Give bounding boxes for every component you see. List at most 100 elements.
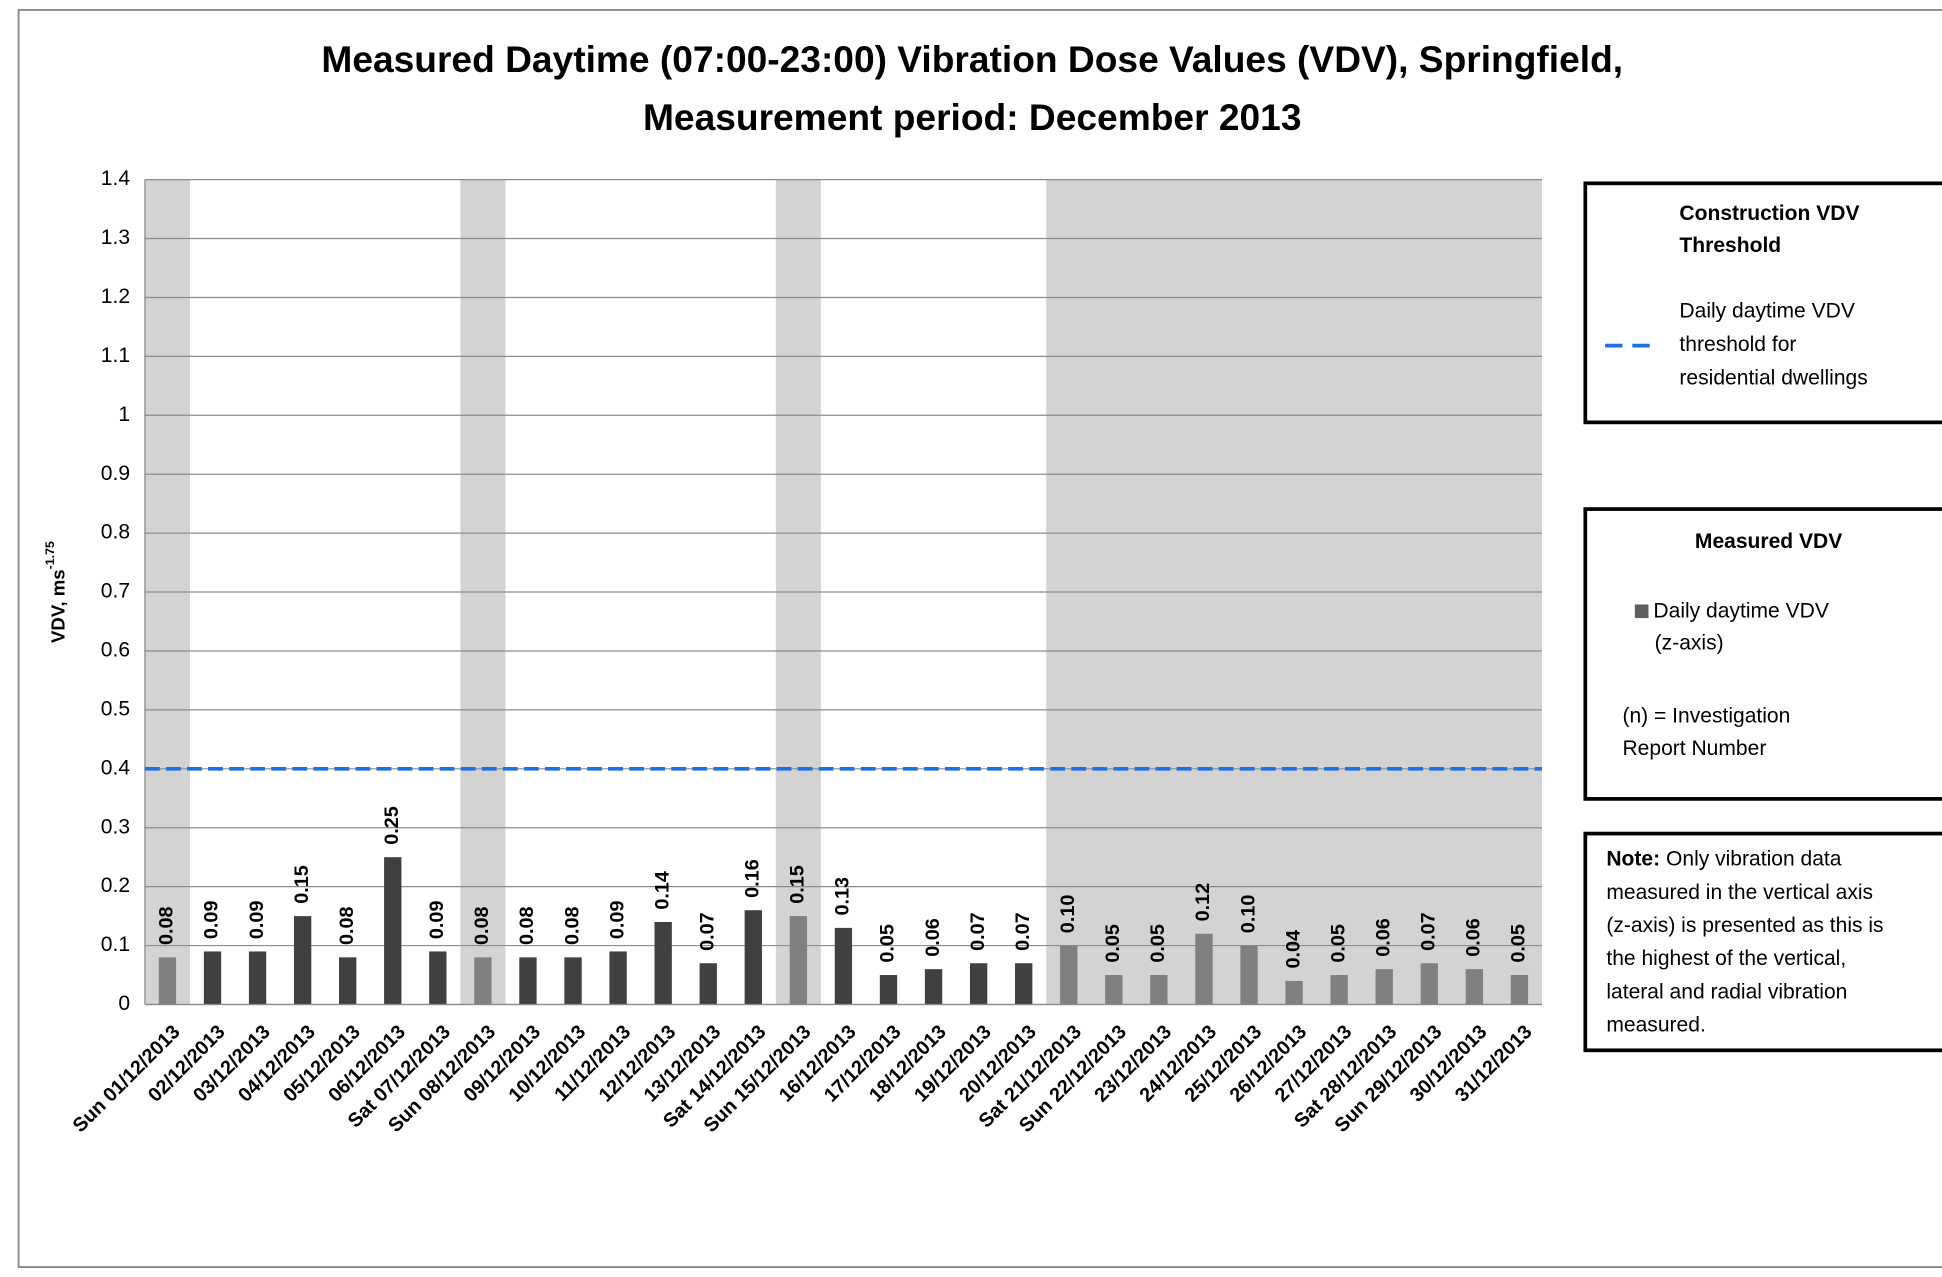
y-tick-label: 1.1 [101,344,130,367]
legend-box [1583,507,1942,801]
bar [1060,945,1078,1005]
value-label: 0.08 [561,906,583,945]
value-label: 0.05 [877,924,899,963]
bar [924,969,943,1005]
y-tick-label: 0.5 [101,697,130,720]
value-label: 0.16 [742,859,764,898]
legend-label: threshold for [1679,333,1796,356]
bar [789,916,808,1005]
bar [1420,963,1438,1005]
note-text: the highest of the vertical, [1606,947,1846,970]
bar [1510,975,1529,1005]
note-text: (z-axis) is presented as this is [1606,914,1883,937]
note-line: measured. [1606,1013,1705,1036]
value-label: 0.13 [832,877,854,916]
value-label: 0.25 [381,806,403,845]
bar [429,951,447,1005]
value-label: 0.15 [291,865,313,904]
bar [879,975,898,1005]
bar [293,916,312,1005]
value-label: 0.09 [246,901,268,940]
bar [1465,969,1484,1005]
bar [384,857,402,1005]
legend-note: Report Number [1622,737,1766,760]
value-label: 0.07 [1418,912,1440,951]
note-line: measured in the vertical axis [1606,880,1873,903]
bar [1240,945,1258,1005]
value-label: 0.05 [1102,924,1124,963]
legend-label: Daily daytime VDV [1679,300,1854,323]
y-axis-label: VDV, ms-1.75 [43,541,68,643]
bar [248,951,267,1005]
bar [744,910,762,1005]
value-label: 0.09 [426,901,448,940]
value-label: 0.05 [1508,924,1530,963]
bar [564,957,582,1005]
value-label: 0.09 [606,901,628,940]
y-tick-label: 0.2 [101,874,130,897]
chart-title: Measured Daytime (07:00-23:00) Vibration… [321,38,1623,80]
value-label: 0.05 [1327,924,1349,963]
legend-title: Construction VDV [1679,202,1859,225]
value-label: 0.06 [1372,918,1394,957]
bar [519,957,537,1005]
value-label: 0.09 [201,901,223,940]
value-label: 0.08 [156,906,178,945]
chart-title: Measurement period: December 2013 [643,96,1301,138]
y-tick-label: 0.9 [101,462,130,485]
bar [1375,969,1393,1005]
legend-title: Measured VDV [1695,530,1842,553]
note-line: lateral and radial vibration [1606,980,1847,1003]
y-tick-label: 0.7 [101,580,130,603]
legend-title: Threshold [1679,234,1781,257]
bar [474,957,492,1005]
legend-box [1583,831,1942,1053]
value-label: 0.04 [1282,930,1304,969]
y-tick-label: 0.3 [101,815,130,838]
y-tick-label: 1 [118,403,130,426]
y-tick-label: 0.4 [101,756,131,779]
y-tick-label: 0 [118,992,130,1015]
value-label: 0.10 [1237,895,1259,934]
value-label: 0.14 [651,871,673,910]
y-tick-label: 0.8 [101,521,130,544]
note-text: measured in the vertical axis [1606,880,1873,903]
legend-label: (z-axis) [1655,632,1724,655]
bar [1150,975,1168,1005]
bar [158,957,177,1005]
value-label: 0.06 [1463,918,1485,957]
value-label: 0.08 [516,906,538,945]
legend-bar-swatch [1634,604,1649,619]
bar [1015,963,1033,1005]
bar [339,957,357,1005]
value-label: 0.05 [1147,924,1169,963]
y-axis-label-text: VDV, ms [47,569,68,643]
bar [969,963,988,1005]
bar [1105,975,1123,1005]
legend-note: (n) = Investigation [1622,705,1790,728]
bar [1195,933,1213,1005]
legend-label: Daily daytime VDV [1653,599,1828,622]
note-line: (z-axis) is presented as this is [1606,914,1883,937]
note-line: the highest of the vertical, [1606,947,1846,970]
note-text: measured. [1606,1013,1705,1036]
value-label: 0.07 [1012,912,1034,951]
legend-label: residential dwellings [1679,367,1867,390]
bar [1330,975,1348,1005]
bar [1285,980,1303,1005]
y-axis-label-sup: -1.75 [43,541,57,569]
note-line: Only vibration data [1660,847,1842,870]
y-tick-label: 1.2 [101,285,130,308]
bar [203,951,222,1005]
note-text: lateral and radial vibration [1606,980,1847,1003]
bar [654,921,672,1005]
value-label: 0.15 [787,865,809,904]
value-label: 0.08 [471,906,493,945]
value-label: 0.06 [922,918,944,957]
value-label: 0.07 [967,912,989,951]
y-tick-label: 1.3 [101,226,130,249]
bar [834,927,853,1005]
y-tick-label: 1.4 [101,167,131,190]
note-text: Note: Only vibration data [1606,847,1841,870]
